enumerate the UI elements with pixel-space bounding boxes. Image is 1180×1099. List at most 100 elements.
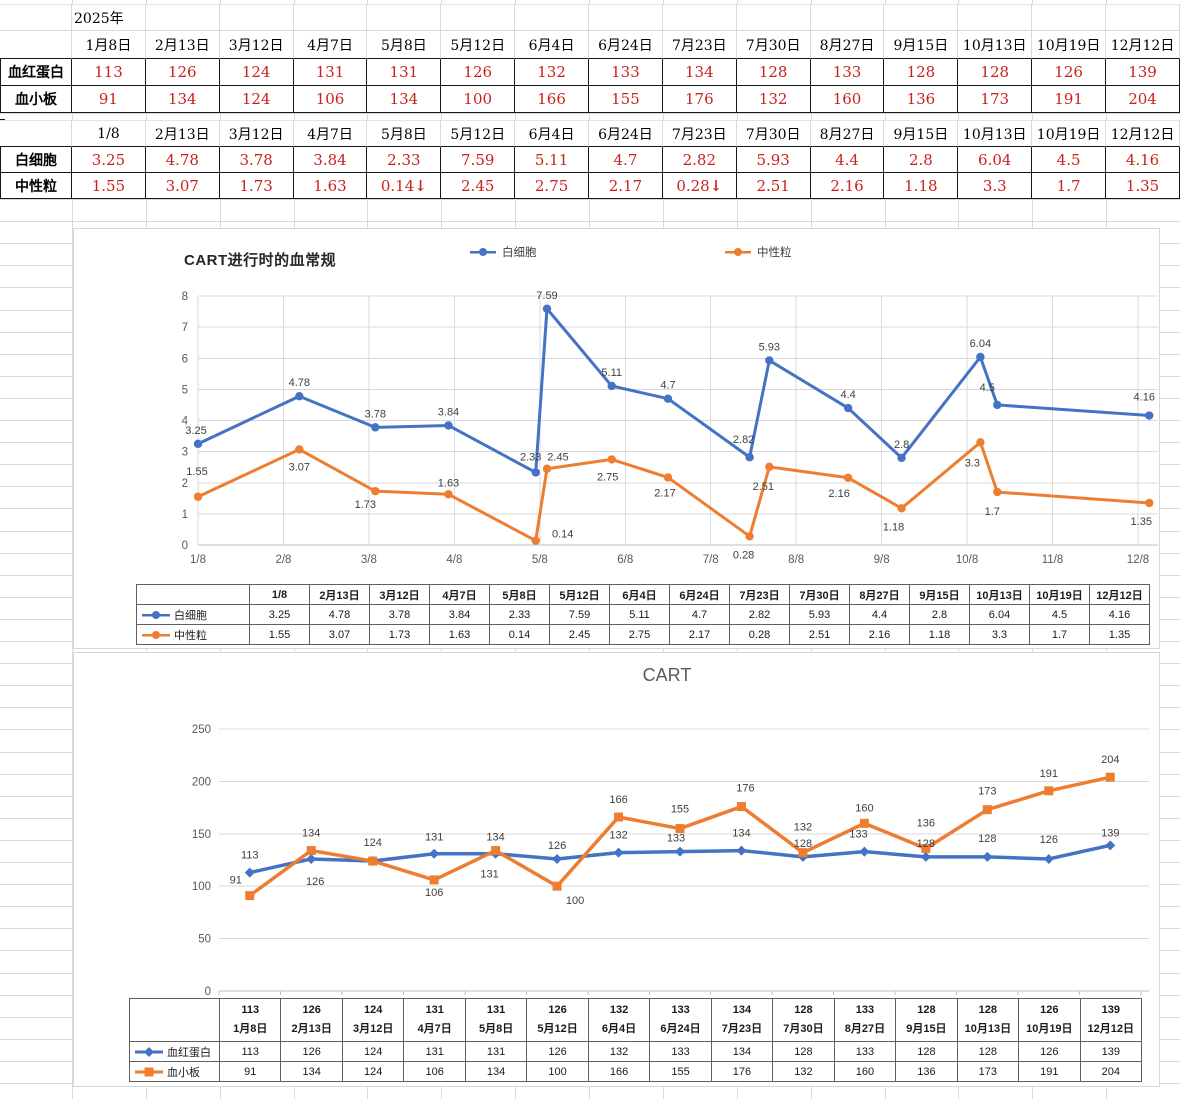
date-header-cell[interactable]: 12月12日 (1106, 120, 1180, 147)
value-cell[interactable]: 2.16 (810, 173, 885, 199)
date-header-cell[interactable]: 5月12日 (441, 120, 516, 147)
cell[interactable] (219, 4, 294, 31)
date-header-cell[interactable]: 7月30日 (736, 120, 811, 147)
value-cell[interactable]: 191 (1032, 86, 1107, 113)
value-cell[interactable]: 6.04 (958, 147, 1033, 173)
legend-item[interactable]: 中性粒 (136, 624, 250, 645)
value-cell[interactable]: 126 (1032, 59, 1107, 86)
cell[interactable] (1106, 4, 1180, 31)
date-header-cell[interactable]: 9月15日 (884, 31, 959, 59)
value-cell[interactable]: 3.07 (145, 173, 220, 199)
date-header-cell[interactable]: 10月19日 (1032, 31, 1107, 59)
cell[interactable] (145, 4, 220, 31)
value-cell[interactable]: 0.28↓ (662, 173, 737, 199)
date-header-cell[interactable]: 8月27日 (810, 31, 885, 59)
value-cell[interactable]: 3.78 (219, 147, 294, 173)
value-cell[interactable]: 7.59 (441, 147, 516, 173)
value-cell[interactable]: 5.93 (736, 147, 811, 173)
value-cell[interactable]: 204 (1106, 86, 1180, 113)
value-cell[interactable]: 139 (1106, 59, 1180, 86)
cell[interactable] (0, 120, 72, 147)
date-header-cell[interactable]: 10月13日 (958, 31, 1033, 59)
date-header-cell[interactable]: 4月7日 (293, 31, 368, 59)
row-label[interactable]: 血小板 (0, 86, 72, 113)
value-cell[interactable]: 134 (145, 86, 220, 113)
date-header-cell[interactable]: 8月27日 (810, 120, 885, 147)
cell[interactable] (662, 4, 737, 31)
date-header-cell[interactable]: 1月8日 (72, 31, 146, 59)
value-cell[interactable]: 106 (293, 86, 368, 113)
legend-item[interactable]: 白细胞 (136, 604, 250, 625)
cell[interactable] (810, 4, 885, 31)
value-cell[interactable]: 113 (72, 59, 146, 86)
cell[interactable] (884, 4, 959, 31)
value-cell[interactable]: 128 (958, 59, 1033, 86)
date-header-cell[interactable]: 6月24日 (589, 120, 663, 147)
value-cell[interactable]: 134 (367, 86, 442, 113)
value-cell[interactable]: 4.78 (145, 147, 220, 173)
date-header-cell[interactable]: 10月19日 (1032, 120, 1107, 147)
value-cell[interactable]: 132 (736, 86, 811, 113)
value-cell[interactable]: 4.4 (810, 147, 885, 173)
row-label[interactable]: 中性粒 (0, 173, 72, 199)
value-cell[interactable]: 133 (810, 59, 885, 86)
date-header-cell[interactable]: 5月8日 (367, 31, 442, 59)
value-cell[interactable]: 155 (589, 86, 663, 113)
value-cell[interactable]: 2.51 (736, 173, 811, 199)
date-header-cell[interactable]: 6月24日 (589, 31, 663, 59)
value-cell[interactable]: 166 (515, 86, 590, 113)
year-cell[interactable]: 2025年 (72, 4, 146, 31)
date-header-cell[interactable]: 9月15日 (884, 120, 959, 147)
cell[interactable] (736, 4, 811, 31)
legend-item-wbc[interactable]: 白细胞 (469, 245, 537, 259)
date-header-cell[interactable]: 1/8 (72, 120, 146, 147)
chart-hemoglobin-platelet[interactable]: 0 50 100 150 200 250 113 126 131 131 126 132 133 134 1… (73, 652, 1160, 1087)
row-label[interactable]: 白细胞 (0, 147, 72, 173)
value-cell[interactable]: 124 (219, 86, 294, 113)
value-cell[interactable]: 132 (515, 59, 590, 86)
value-cell[interactable]: 1.63 (293, 173, 368, 199)
value-cell[interactable]: 128 (736, 59, 811, 86)
date-header-cell[interactable]: 7月30日 (736, 31, 811, 59)
value-cell[interactable]: 4.7 (589, 147, 663, 173)
cell[interactable] (958, 4, 1033, 31)
value-cell[interactable]: 2.8 (884, 147, 959, 173)
value-cell[interactable]: 134 (662, 59, 737, 86)
value-cell[interactable]: 100 (441, 86, 516, 113)
cell[interactable] (0, 4, 72, 31)
value-cell[interactable]: 5.11 (515, 147, 590, 173)
legend-item-neutrophil[interactable]: 中性粒 (724, 245, 792, 259)
cell[interactable] (293, 4, 368, 31)
date-header-cell[interactable]: 4月7日 (293, 120, 368, 147)
value-cell[interactable]: 3.84 (293, 147, 368, 173)
value-cell[interactable]: 1.18 (884, 173, 959, 199)
value-cell[interactable]: 1.7 (1032, 173, 1107, 199)
value-cell[interactable]: 2.17 (589, 173, 663, 199)
value-cell[interactable]: 2.45 (441, 173, 516, 199)
date-header-cell[interactable]: 6月4日 (515, 31, 590, 59)
value-cell[interactable]: 0.14↓ (367, 173, 442, 199)
cell[interactable] (441, 4, 516, 31)
row-label[interactable]: 血红蛋白 (0, 59, 72, 86)
date-header-cell[interactable]: 5月12日 (441, 31, 516, 59)
value-cell[interactable]: 2.75 (515, 173, 590, 199)
value-cell[interactable]: 136 (884, 86, 959, 113)
value-cell[interactable]: 128 (884, 59, 959, 86)
date-header-cell[interactable]: 3月12日 (219, 120, 294, 147)
legend-item[interactable]: 血红蛋白 (129, 1041, 220, 1062)
chart-wbc-neutrophil[interactable]: 0 1 2 3 4 5 6 7 8 1/8 2/8 3/8 4/8 5/8 6/8 7/8 8/8 9/8 10/8… (73, 228, 1160, 649)
value-cell[interactable]: 3.25 (72, 147, 146, 173)
value-cell[interactable]: 4.16 (1106, 147, 1180, 173)
date-header-cell[interactable]: 3月12日 (219, 31, 294, 59)
value-cell[interactable]: 2.33 (367, 147, 442, 173)
value-cell[interactable]: 3.3 (958, 173, 1033, 199)
value-cell[interactable]: 1.35 (1106, 173, 1180, 199)
date-header-cell[interactable]: 10月13日 (958, 120, 1033, 147)
value-cell[interactable]: 2.82 (662, 147, 737, 173)
value-cell[interactable]: 131 (293, 59, 368, 86)
date-header-cell[interactable]: 2月13日 (145, 120, 220, 147)
date-header-cell[interactable]: 6月4日 (515, 120, 590, 147)
cell[interactable] (367, 4, 442, 31)
value-cell[interactable]: 133 (589, 59, 663, 86)
date-header-cell[interactable]: 7月23日 (662, 120, 737, 147)
